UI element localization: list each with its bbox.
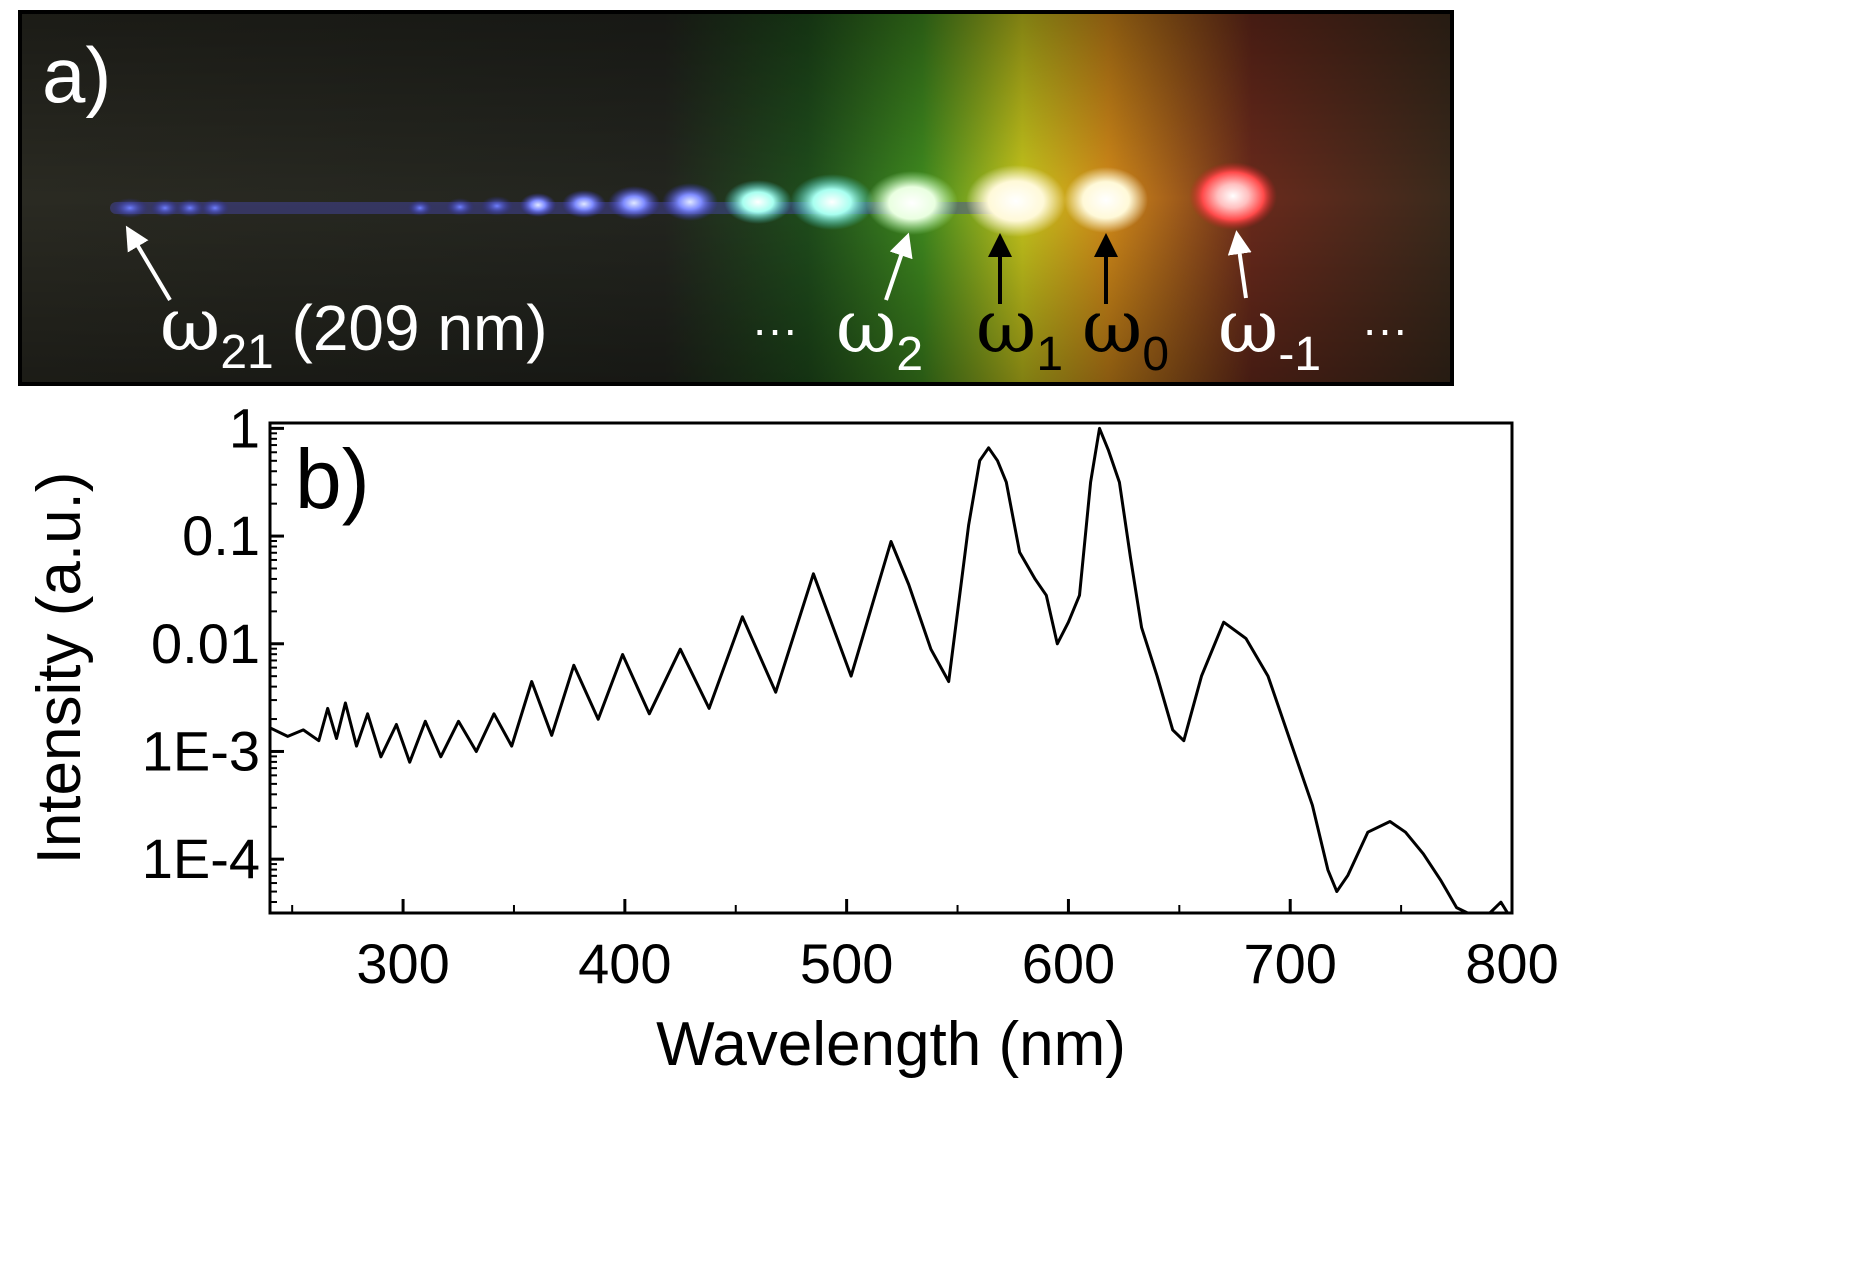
omega-symbol: ω — [836, 284, 896, 370]
omega-subscript: -1 — [1278, 328, 1321, 381]
omega-subscript: 0 — [1142, 328, 1169, 381]
label-omega-minus1: ω-1 — [1218, 284, 1321, 381]
spot — [562, 190, 606, 218]
panel-a: a) ω21 (209 nm) ··· ω2 ω1 ω0 ω-1 ··· — [18, 10, 1454, 386]
arrow-omega-minus1 — [1227, 230, 1252, 299]
y-tick-label: 1E-4 — [142, 827, 260, 890]
spot — [966, 165, 1066, 237]
x-tick-label: 700 — [1243, 932, 1336, 995]
x-axis: 300 400 500 600 700 800 — [291, 899, 1559, 995]
omega-symbol: ω — [1218, 284, 1278, 370]
label-omega-2: ω2 — [836, 284, 923, 381]
spot — [662, 183, 718, 221]
arrow-omega-2 — [884, 232, 913, 301]
spot — [176, 199, 204, 217]
panel-b-label: b) — [295, 432, 370, 526]
spot — [866, 171, 958, 235]
y-tick-label: 0.1 — [182, 504, 260, 567]
x-tick-label: 300 — [356, 932, 449, 995]
spot — [151, 199, 179, 217]
spot — [1064, 167, 1148, 233]
plot-frame — [268, 421, 1514, 915]
label-omega-21: ω21 (209 nm) — [160, 282, 548, 379]
y-tick-label: 1E-3 — [142, 719, 260, 782]
spot — [1189, 162, 1277, 230]
spot — [201, 199, 229, 217]
panel-b-chart: 1 0.1 0.01 1E-3 1E-4 300 400 500 600 700 800 b) W… — [25, 396, 1559, 1079]
arrow-omega-21 — [125, 225, 172, 302]
x-tick-label: 800 — [1465, 932, 1558, 995]
panel-a-label: a) — [42, 31, 111, 119]
x-axis-title: Wavelength (nm) — [656, 1010, 1126, 1079]
spot — [790, 174, 874, 230]
ellipsis-left: ··· — [752, 303, 798, 355]
omega-symbol: ω — [1082, 284, 1142, 370]
y-axis: 1 0.1 0.01 1E-3 1E-4 — [142, 396, 284, 904]
omega-subscript: 21 — [220, 326, 273, 379]
label-omega-0: ω0 — [1082, 284, 1169, 381]
spot-row — [112, 162, 1277, 237]
omega-symbol: ω — [160, 282, 220, 368]
y-axis-title: Intensity (a.u.) — [25, 472, 94, 865]
omega-subscript: 2 — [896, 328, 923, 381]
spot — [446, 198, 474, 216]
series-line-spectrum — [269, 426, 1509, 915]
ellipsis-right: ··· — [1362, 303, 1408, 355]
spot — [112, 198, 148, 218]
x-tick-label: 600 — [1022, 932, 1115, 995]
spot — [481, 196, 513, 216]
y-tick-label: 0.01 — [151, 612, 260, 675]
spot — [520, 193, 556, 217]
x-tick-label: 500 — [800, 932, 893, 995]
omega-symbol: ω — [976, 284, 1036, 370]
spot — [608, 186, 660, 220]
omega-subscript: 1 — [1036, 328, 1063, 381]
y-tick-label: 1 — [229, 396, 260, 459]
spot — [408, 200, 432, 216]
spot — [724, 180, 792, 224]
label-omega-1: ω1 — [976, 284, 1063, 381]
omega-21-wavelength: (209 nm) — [274, 292, 548, 364]
x-tick-label: 400 — [578, 932, 671, 995]
